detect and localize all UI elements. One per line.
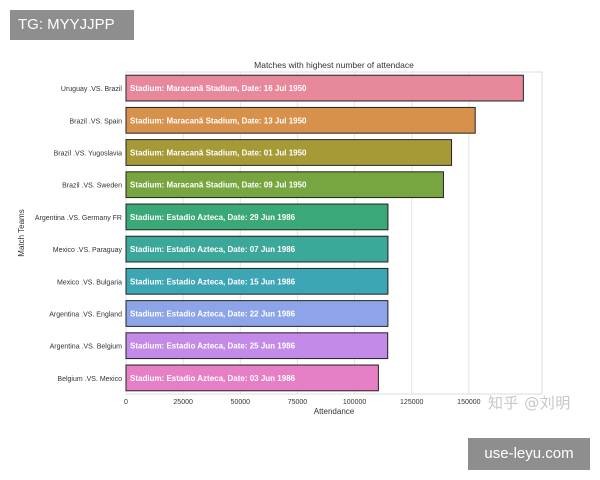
x-tick-label: 25000: [173, 399, 193, 406]
y-tick-label: Mexico .VS. Paraguay: [53, 247, 123, 254]
x-tick-label: 125000: [400, 399, 423, 406]
bar: [125, 332, 389, 360]
x-tick-label: 150000: [457, 399, 480, 406]
bar-label: Stadium: Maracanã Stadium, Date: 01 Jul …: [130, 149, 307, 158]
bar: [125, 203, 389, 231]
x-axis-title: Attendance: [314, 407, 355, 416]
x-tick-label: 0: [124, 399, 128, 406]
x-tick-label: 100000: [343, 399, 366, 406]
y-tick-label: Uruguay .VS. Brazil: [61, 86, 123, 93]
bar: [125, 364, 379, 392]
bar-label: Stadium: Maracanã Stadium, Date: 09 Jul …: [130, 181, 307, 190]
y-tick-label: Mexico .VS. Bulgaria: [57, 279, 122, 286]
watermark-text: 知乎 @刘明: [488, 394, 571, 412]
site-tag-badge: use-leyu.com: [468, 438, 590, 470]
chart-title: Matches with highest number of attendace: [254, 60, 414, 70]
bar-label: Stadium: Estadio Azteca, Date: 15 Jun 19…: [130, 277, 296, 286]
y-tick-label: Brazil .VS. Spain: [69, 118, 122, 125]
bar-label: Stadium: Estadio Azteca, Date: 22 Jun 19…: [130, 310, 296, 319]
bar-label: Stadium: Maracanã Stadium, Date: 13 Jul …: [130, 116, 307, 125]
y-tick-label: Belgium .VS. Mexico: [57, 376, 122, 383]
y-tick-label: Brazil .VS. Yugoslavia: [54, 151, 122, 158]
y-tick-label: Argentina .VS. Belgium: [50, 344, 123, 351]
bar: [125, 300, 389, 327]
x-tick-label: 50000: [231, 399, 251, 406]
bar: [125, 235, 389, 263]
y-tick-label: Argentina .VS. England: [49, 312, 122, 319]
bar: [125, 139, 453, 166]
x-tick-labels: 0 25000 50000 75000 100000 125000 150000: [124, 399, 481, 406]
bar-label: Stadium: Estadio Azteca, Date: 29 Jun 19…: [130, 213, 296, 222]
bars: Stadium: Maracanã Stadium, Date: 16 Jul …: [125, 74, 524, 392]
bar-label: Stadium: Estadio Azteca, Date: 25 Jun 19…: [130, 342, 296, 351]
y-axis-title: Match Teams: [17, 209, 26, 256]
y-tick-label: Brazil .VS. Sweden: [62, 183, 122, 190]
bar-label: Stadium: Estadio Azteca, Date: 03 Jun 19…: [130, 374, 296, 383]
y-tick-labels: Uruguay .VS. Brazil Brazil .VS. Spain Braz…: [35, 86, 123, 383]
bar: [125, 171, 444, 199]
y-tick-label: Argentina .VS. Germany FR: [35, 215, 122, 222]
bar-label: Stadium: Estadio Azteca, Date: 07 Jun 19…: [130, 245, 296, 254]
tg-tag-badge: TG: MYYJJPP: [10, 10, 134, 40]
x-tick-label: 75000: [288, 399, 308, 406]
bar-label: Stadium: Maracanã Stadium, Date: 16 Jul …: [130, 84, 307, 93]
bar: [125, 267, 389, 295]
bar: [125, 74, 524, 102]
bar: [125, 106, 476, 134]
